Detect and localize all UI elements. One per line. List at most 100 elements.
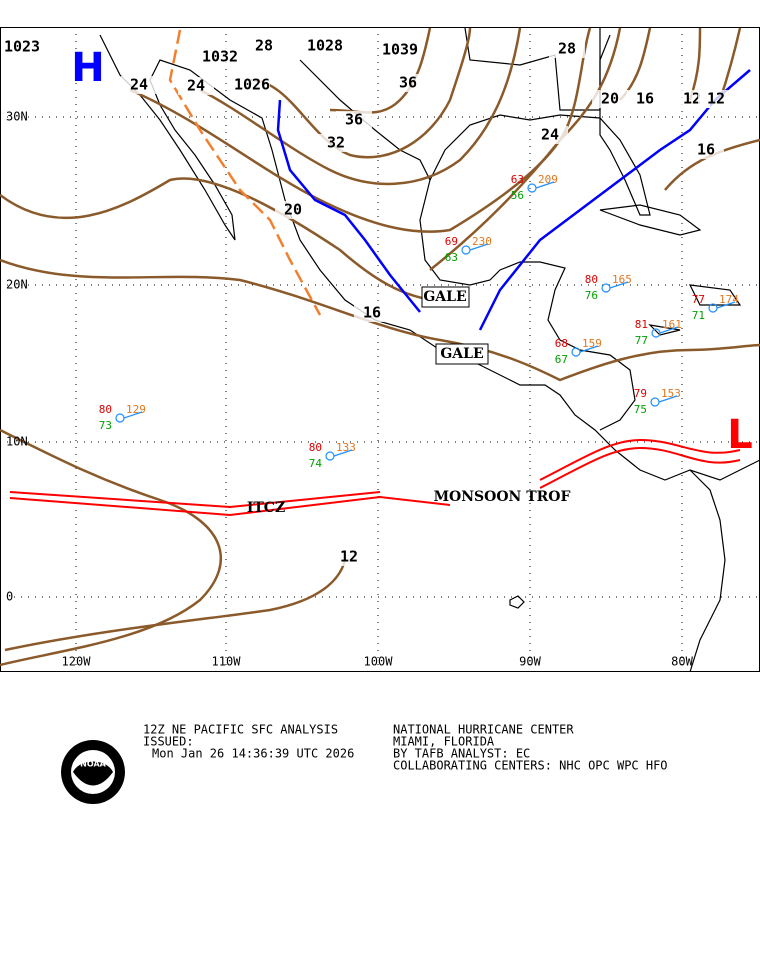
station-temp: 77: [692, 293, 705, 306]
lon-label: 110W: [212, 655, 242, 669]
label-bg: [354, 304, 390, 322]
station-dew: 76: [585, 289, 598, 302]
footer-analyst: BY TAFB ANALYST: EC: [393, 747, 530, 761]
cold-front: [478, 69, 751, 331]
wind-barb: [716, 301, 736, 309]
wind-barb: [469, 243, 489, 251]
pressure-label: 1039: [382, 41, 418, 59]
isobar: [0, 177, 451, 304]
wind-barb: [123, 411, 143, 419]
pressure-label: 16: [697, 141, 715, 159]
label-bg: [688, 141, 724, 159]
isobar: [0, 258, 760, 382]
station-temp: 81: [635, 318, 648, 331]
station-dew: 67: [555, 353, 568, 366]
coastline: [299, 59, 636, 431]
pressure-label: 1032: [202, 48, 238, 66]
wind-barb: [609, 281, 629, 289]
station-dew: 71: [692, 309, 705, 322]
monsoon-trough: [539, 438, 741, 481]
pressure-label: 12: [707, 90, 725, 108]
footer-location: MIAMI, FLORIDA: [393, 735, 495, 749]
feature-label: GALE: [440, 346, 483, 362]
logo-text: NOAA: [80, 760, 106, 769]
lat-label: 10N: [6, 435, 28, 449]
lat-label: 20N: [6, 278, 28, 292]
lon-label: 80W: [671, 655, 693, 669]
coastline: [429, 34, 651, 216]
cold-front: [276, 99, 421, 313]
pressure-label: 24: [130, 76, 148, 94]
pressure-label: 24: [187, 77, 205, 95]
station-temp: 80: [99, 403, 112, 416]
pressure-label: 16: [363, 304, 381, 322]
lon-label: 120W: [62, 655, 92, 669]
label-bg: [318, 134, 354, 152]
pressure-label: 16: [636, 90, 654, 108]
footer-issued: ISSUED:: [143, 735, 194, 749]
pressure-label: 24: [541, 126, 559, 144]
isobar: [199, 27, 522, 186]
label-bg: [382, 41, 418, 59]
map-frame: [0, 27, 760, 672]
feature-label: MONSOON TROF: [434, 489, 571, 505]
fronts: [9, 29, 751, 517]
feature-label: ITCZ: [247, 500, 285, 516]
lon-label: 90W: [519, 655, 541, 669]
pressure-label: 12: [340, 548, 358, 566]
pressure-label: 36: [399, 74, 417, 92]
label-bg: [336, 111, 372, 129]
label-bg: [4, 38, 40, 56]
wind-barb: [579, 345, 599, 353]
station-temp: 80: [309, 441, 322, 454]
label-bg: [307, 37, 343, 55]
isobar: [0, 428, 222, 667]
label-bg: [246, 37, 282, 55]
station-temp: 63: [511, 173, 524, 186]
station-dew: 63: [445, 251, 458, 264]
label-bg: [532, 126, 568, 144]
label-bg: [178, 77, 214, 95]
wind-barb: [659, 326, 679, 334]
label-bg: [390, 74, 426, 92]
footer-product: 12Z NE PACIFIC SFC ANALYSIS: [143, 723, 338, 737]
pressure-label: 1026: [234, 76, 270, 94]
label-bg: [234, 76, 270, 94]
label-bg: [592, 90, 628, 108]
coastline: [689, 469, 726, 673]
footer-time: Mon Jan 26 14:36:39 UTC 2026: [152, 747, 354, 761]
label-bg: [698, 90, 734, 108]
itcz: [9, 491, 381, 509]
pressure-label: 28: [255, 37, 273, 55]
station-temp: 80: [585, 273, 598, 286]
station-dew: 75: [634, 403, 647, 416]
pressure-label: 1023: [4, 38, 40, 56]
footer-center: NATIONAL HURRICANE CENTER: [393, 723, 574, 737]
itcz: [9, 495, 451, 517]
gale-box: [435, 343, 489, 365]
isobar: [4, 559, 347, 652]
label-bg: [202, 48, 238, 66]
wind-barb: [535, 181, 555, 189]
island: [599, 204, 742, 336]
pressure-label: 20: [284, 201, 302, 219]
pressure-label: 20: [601, 90, 619, 108]
label-bg: [549, 40, 585, 58]
pressure-center: H: [71, 45, 104, 91]
logo-bird: [73, 761, 113, 786]
wind-barb: [658, 395, 678, 403]
station-temp: 68: [555, 337, 568, 350]
isobar: [249, 27, 472, 159]
lat-label: 0: [6, 590, 13, 604]
pressure-label: 1028: [307, 37, 343, 55]
lon-label: 100W: [364, 655, 394, 669]
label-bg: [121, 76, 157, 94]
label-bg: [627, 90, 663, 108]
